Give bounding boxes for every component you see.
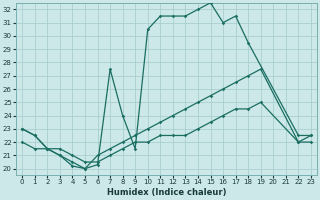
X-axis label: Humidex (Indice chaleur): Humidex (Indice chaleur)	[107, 188, 226, 197]
